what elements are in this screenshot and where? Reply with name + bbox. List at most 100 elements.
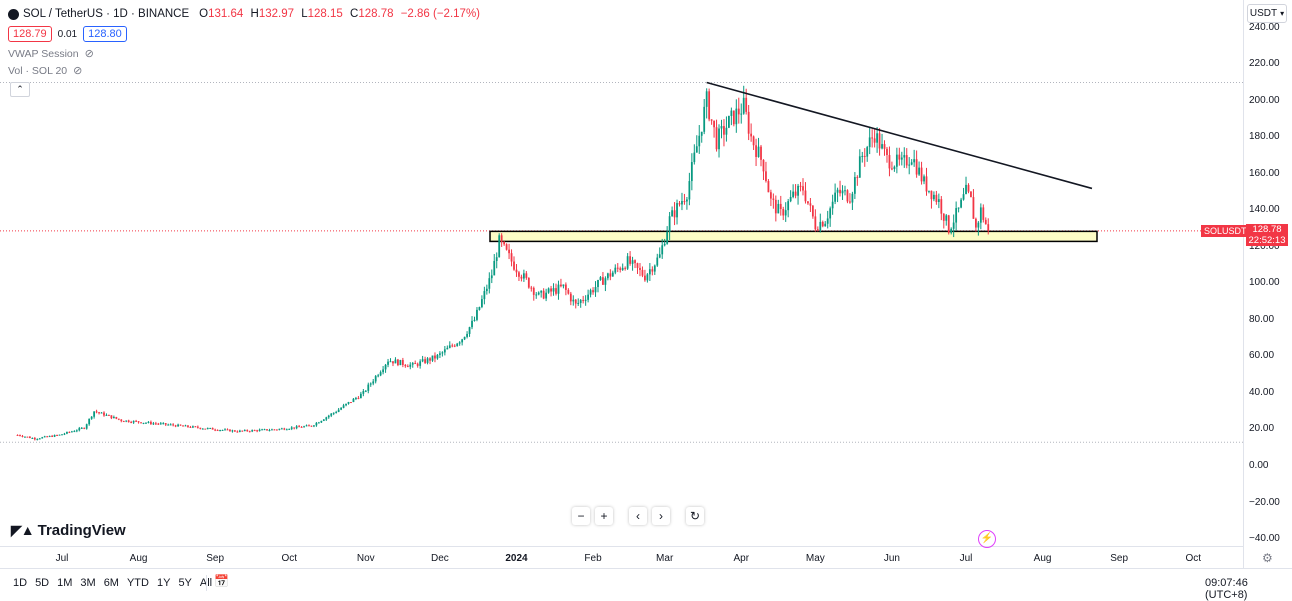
- candle-body: [448, 345, 451, 348]
- candle-body: [888, 155, 891, 169]
- candle-body: [488, 278, 491, 289]
- candle-body: [483, 291, 486, 300]
- candle-body: [411, 363, 414, 365]
- hidden-eye-icon[interactable]: ⊘: [84, 48, 94, 60]
- candle-body: [63, 433, 66, 435]
- price-tick-label: 100.00: [1249, 277, 1280, 289]
- candle-body: [599, 277, 602, 281]
- candle-body: [967, 184, 970, 192]
- candle-body: [189, 426, 192, 428]
- range-5d[interactable]: 5D: [35, 577, 50, 589]
- tradingview-logo[interactable]: ◤▲ TradingView: [11, 522, 126, 539]
- candle-body: [710, 119, 713, 121]
- candle-body: [364, 390, 367, 392]
- candle-body: [310, 425, 313, 427]
- buy-price-button[interactable]: 128.80: [83, 26, 127, 42]
- reset-chart-button[interactable]: ↻: [686, 507, 704, 525]
- range-selector: 1D 5D 1M 3M 6M YTD 1Y 5Y All: [13, 577, 220, 589]
- support-zone-rectangle[interactable]: [489, 230, 1098, 243]
- scroll-right-button[interactable]: ›: [652, 507, 670, 525]
- candle-body: [31, 437, 34, 439]
- range-ytd[interactable]: YTD: [126, 577, 149, 589]
- candle-body: [604, 278, 607, 285]
- candle-body: [525, 273, 528, 278]
- currency-selector[interactable]: USDT ▾: [1247, 4, 1287, 23]
- candle-body: [634, 260, 636, 264]
- candle-body: [886, 148, 888, 156]
- zoom-out-button[interactable]: −: [572, 507, 590, 525]
- sell-price-button[interactable]: 128.79: [8, 26, 52, 42]
- candle-body: [767, 181, 770, 193]
- spread-value: 0.01: [57, 28, 78, 40]
- zoom-in-button[interactable]: +: [595, 507, 613, 525]
- candle-body: [975, 218, 977, 228]
- candle-body: [266, 429, 268, 431]
- candle-body: [891, 168, 893, 170]
- candle-body: [466, 333, 468, 337]
- candle-body: [83, 427, 86, 429]
- candle-body: [308, 425, 310, 427]
- range-3m[interactable]: 3M: [80, 577, 96, 589]
- candle-body: [900, 157, 903, 160]
- candle-body: [88, 418, 91, 425]
- range-5y[interactable]: 5Y: [178, 577, 192, 589]
- candle-body: [915, 159, 918, 175]
- candle-body: [574, 299, 577, 304]
- candle-body: [162, 423, 165, 425]
- clock-timezone[interactable]: 09:07:46 (UTC+8): [1205, 577, 1248, 601]
- candle-body: [179, 424, 182, 426]
- candle-body: [742, 97, 745, 114]
- collapse-legend-button[interactable]: ⌃: [10, 82, 30, 97]
- candle-body: [676, 203, 678, 218]
- candle-body: [920, 167, 923, 182]
- candle-body: [678, 203, 681, 205]
- range-1y[interactable]: 1Y: [156, 577, 171, 589]
- candle-body: [288, 428, 291, 430]
- candle-body: [597, 280, 599, 288]
- candle-body: [513, 261, 515, 270]
- trendline[interactable]: [706, 81, 1093, 190]
- ohlc-values: O131.64 H132.97 L128.15 C128.78 −2.86 (−…: [199, 8, 480, 20]
- candle-body: [187, 425, 189, 427]
- candle-body: [78, 428, 81, 431]
- candle-body: [75, 430, 78, 432]
- lightning-icon[interactable]: ⚡: [978, 530, 996, 548]
- candle-body: [935, 194, 938, 202]
- calendar-icon[interactable]: 📅: [214, 574, 229, 588]
- indicator-vwap[interactable]: VWAP Session ⊘: [8, 47, 94, 61]
- candle-body: [787, 201, 790, 211]
- candle-body: [285, 429, 288, 431]
- candle-body: [582, 300, 585, 302]
- candle-body: [530, 287, 533, 289]
- candle-body: [881, 144, 883, 149]
- time-tick-label: Dec: [431, 553, 449, 564]
- candle-body: [824, 223, 827, 227]
- candle-body: [923, 176, 925, 182]
- candle-body: [221, 429, 224, 431]
- candle-body: [816, 229, 819, 231]
- candle-body: [769, 192, 772, 199]
- candle-body: [451, 345, 454, 347]
- range-1m[interactable]: 1M: [57, 577, 73, 589]
- gear-icon[interactable]: ⚙: [1262, 551, 1273, 565]
- price-tick-label: 200.00: [1249, 94, 1280, 106]
- scroll-left-button[interactable]: ‹: [629, 507, 647, 525]
- range-1d[interactable]: 1D: [13, 577, 28, 589]
- candle-body: [547, 288, 550, 293]
- candle-body: [728, 115, 730, 128]
- symbol-title[interactable]: SOL / TetherUS · 1D · BINANCE: [23, 8, 190, 20]
- candle-body: [387, 361, 389, 365]
- range-6m[interactable]: 6M: [103, 577, 119, 589]
- candle-body: [690, 162, 693, 182]
- candle-body: [33, 437, 36, 440]
- hidden-eye-icon[interactable]: ⊘: [73, 65, 83, 77]
- symbol-logo-icon[interactable]: [8, 8, 19, 20]
- candle-body: [389, 361, 392, 363]
- candle-body: [587, 294, 590, 300]
- indicator-volume[interactable]: Vol · SOL 20 ⊘: [8, 64, 83, 78]
- candle-body: [28, 436, 31, 439]
- candle-body: [350, 402, 352, 404]
- candle-body: [592, 290, 594, 293]
- candle-body: [401, 359, 404, 365]
